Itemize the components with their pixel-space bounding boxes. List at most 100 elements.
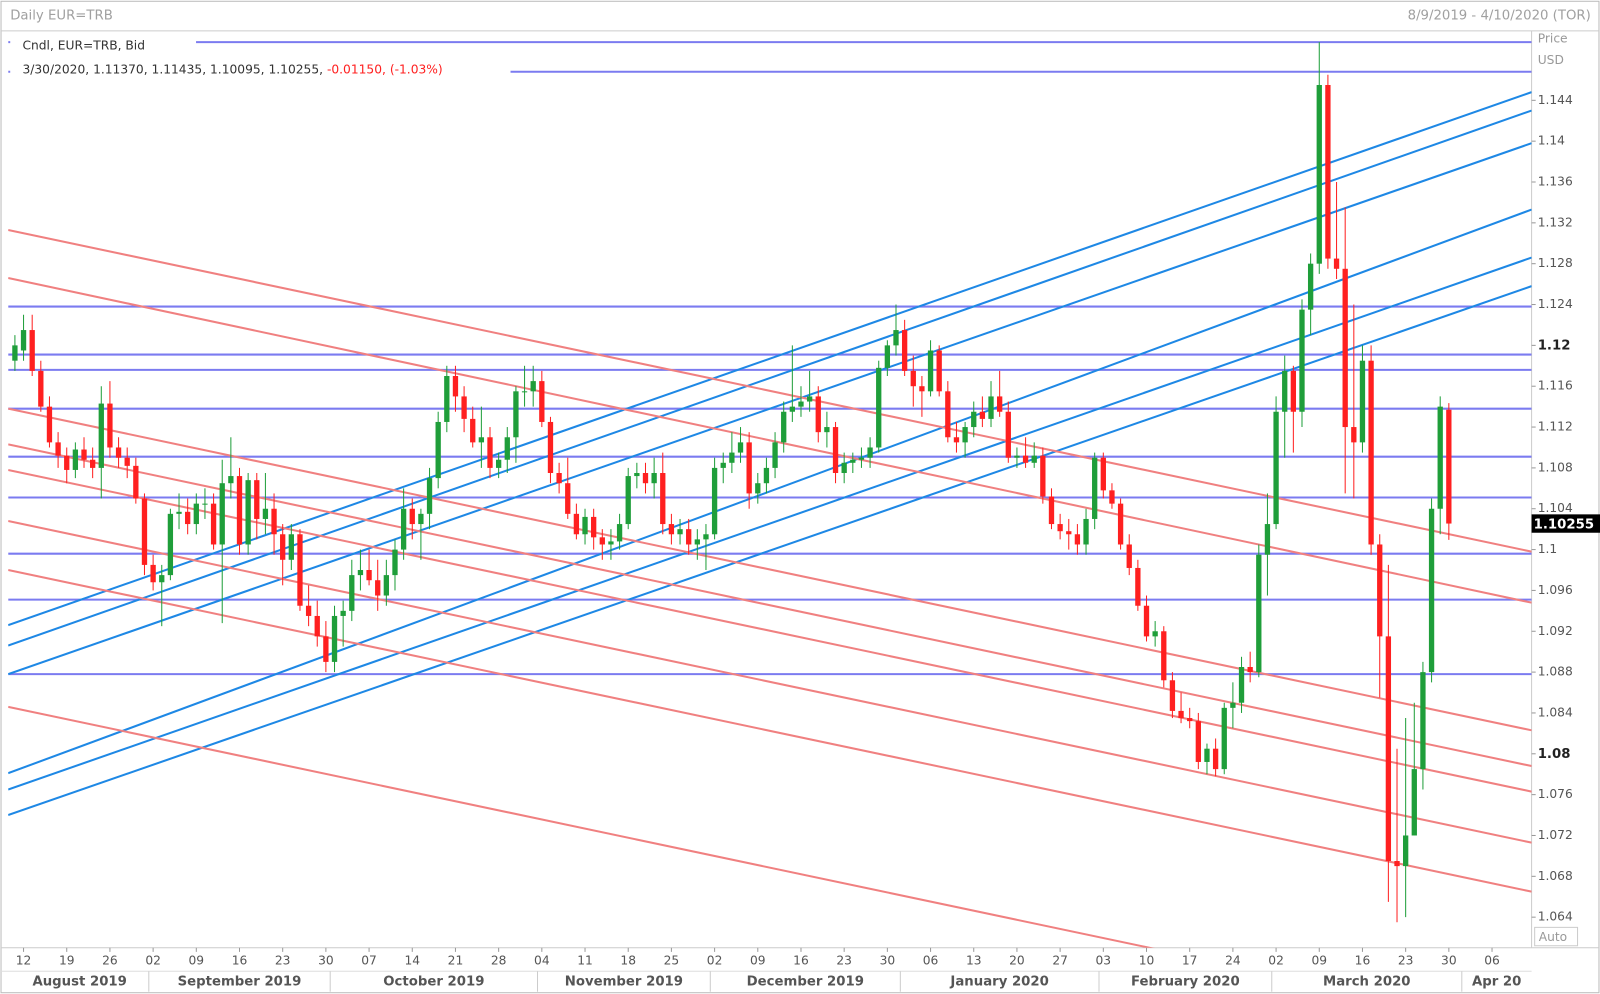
x-tick-label: 20 [1009,954,1025,968]
legend-item: 1.10095 [210,62,261,76]
candle-body [1290,370,1297,412]
x-tick-label: 06 [1484,954,1500,968]
candle-body [29,330,35,371]
scale-mode: Auto [1539,930,1567,944]
candle-body [366,570,372,581]
candle-body [660,473,666,525]
candle-body [46,406,53,443]
trendline [8,208,1532,775]
y-tick-label: 1.132 [1538,215,1573,229]
candle-body [962,427,968,443]
month-label: August 2019 [32,974,126,989]
candle-body [1437,406,1443,509]
candle-body [504,437,510,460]
candle-body [1402,835,1409,867]
candle-body [426,478,433,514]
month-label: October 2019 [383,974,484,989]
candle-body [1117,503,1124,545]
candle-body [884,345,891,368]
candle-body [193,503,199,525]
candle-body [642,473,649,484]
candle-body [815,396,821,433]
legend-item: 3/30/2020 [22,62,85,76]
x-tick-label: 13 [966,954,982,968]
candle-body [901,330,908,371]
candle-body [1100,457,1106,491]
candle-body [582,516,588,535]
candle-body [1031,455,1037,463]
candle-body [1022,455,1029,463]
candle-body [1126,544,1132,568]
trendline [8,109,1532,647]
candle-body [12,345,18,361]
candle-body [1212,748,1219,770]
x-tick-label: 02 [707,954,723,968]
x-tick-label: 09 [1311,954,1327,968]
candle-body [375,580,381,596]
candle-body [1040,455,1046,497]
candle-body [1282,370,1288,412]
axis-title: USD [1538,53,1564,67]
candle-body [1230,702,1236,708]
candle-body [288,534,294,560]
candle-body [1135,567,1141,606]
x-tick-label: 23 [836,954,852,968]
scale-mode-box [1534,926,1579,947]
candle-body [210,503,217,545]
legend-item: -0.01150 [327,62,382,76]
month-label: January 2020 [949,974,1048,989]
candle-body [832,427,839,474]
x-tick-label: 11 [577,954,593,968]
x-tick-label: 18 [620,954,636,968]
candle-body [513,391,519,438]
y-tick-label: 1.144 [1538,93,1573,107]
y-tick-label: 1.128 [1538,256,1573,270]
trendline [8,285,1532,817]
candle-body [1411,769,1417,836]
y-tick-label: 1.124 [1538,297,1573,311]
trendline [8,705,1155,948]
y-tick-label: 1.076 [1538,787,1573,801]
x-tick-label: 16 [232,954,248,968]
candle-body [530,381,536,392]
candle-body [297,534,303,606]
candle-body [573,513,580,535]
candle-body [141,498,148,565]
candle-body [400,508,407,550]
legend-item: 1.10255 [268,62,319,76]
candle-body [1394,861,1400,867]
candle-body [910,370,916,387]
candle-body [755,483,761,494]
candle-body [159,575,165,583]
candle-body [383,575,390,596]
x-tick-label: 16 [1355,954,1371,968]
candle-body [1316,85,1322,264]
y-tick-label: 1.068 [1538,869,1573,883]
axis-title: Price [1538,32,1568,46]
candle-body [616,524,623,542]
x-tick-label: 25 [664,954,680,968]
candle-body [202,503,208,505]
legend-bg [10,35,197,54]
candle-body [634,473,640,477]
month-label: December 2019 [747,974,864,989]
candle-body [1005,411,1011,458]
candle-body [746,442,752,494]
candle-body [107,403,113,448]
candle-body [599,537,605,545]
candle-body [1083,518,1089,545]
candle-body [340,610,346,616]
candle-body [686,529,692,545]
y-tick-label: 1.136 [1538,175,1573,189]
candle-body [1195,721,1201,762]
y-tick-label: 1.096 [1538,583,1573,597]
candle-body [349,575,355,611]
candle-body [997,396,1003,412]
candle-body [167,513,174,576]
candle-body [409,508,415,525]
candle-body [1221,707,1227,770]
header-range: 8/9/2019 - 4/10/2020 (TOR) [1408,9,1591,24]
x-tick-label: 14 [404,954,420,968]
